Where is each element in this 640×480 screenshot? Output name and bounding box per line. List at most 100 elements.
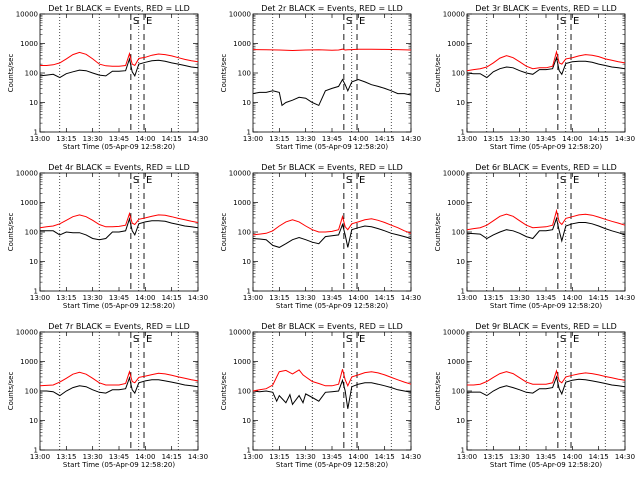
events-series-line	[466, 375, 626, 397]
detector-panel: Det 1r BLACK = Events, RED = LLD 1 10 100 10…	[7, 4, 208, 151]
x-tick-label: 14:15	[162, 294, 182, 302]
y-tick-label: 10000	[16, 11, 38, 19]
marker-label: S	[560, 175, 566, 186]
y-tick-label: 10	[29, 417, 38, 425]
x-tick-label: 13:00	[457, 294, 477, 302]
y-axis-label: Counts/sec	[7, 213, 15, 252]
panel-title: Det 8r BLACK = Events, RED = LLD	[261, 322, 403, 331]
marker-label: S	[133, 175, 139, 186]
panel-title: Det 2r BLACK = Events, RED = LLD	[261, 4, 403, 13]
y-tick-label: 100	[452, 229, 465, 237]
x-tick-label: 14:15	[375, 135, 395, 143]
x-tick-label: 13:15	[483, 453, 503, 461]
y-tick-label: 10	[29, 258, 38, 266]
x-tick-label: 14:30	[615, 135, 635, 143]
y-axis-label: Counts/sec	[434, 213, 442, 252]
x-tick-label: 13:30	[296, 135, 316, 143]
x-tick-label: 14:15	[375, 453, 395, 461]
y-tick-label: 100	[238, 70, 251, 78]
y-tick-label: 10	[456, 99, 465, 107]
y-tick-label: 1000	[233, 358, 251, 366]
y-tick-label: 10000	[443, 170, 465, 178]
y-tick-label: 100	[452, 388, 465, 396]
detector-panel: Det 9r BLACK = Events, RED = LLD 1 10 100 10…	[434, 322, 635, 469]
y-tick-label: 100	[452, 70, 465, 78]
x-tick-label: 13:15	[269, 294, 289, 302]
x-axis-label: Start Time (05-Apr-09 12:58:20)	[276, 143, 388, 151]
x-tick-label: 14:30	[401, 453, 421, 461]
marker-label: E	[573, 175, 579, 186]
detector-panel: Det 2r BLACK = Events, RED = LLD 1 10 100 10…	[220, 4, 421, 151]
y-tick-label: 100	[238, 229, 251, 237]
lld-series-line	[39, 369, 199, 387]
x-tick-label: 13:00	[243, 294, 263, 302]
y-tick-label: 10000	[443, 329, 465, 337]
marker-label: S	[346, 334, 352, 345]
x-tick-label: 14:15	[162, 453, 182, 461]
lld-series-line	[39, 211, 199, 229]
x-axis-label: Start Time (05-Apr-09 12:58:20)	[490, 461, 602, 469]
y-tick-label: 1000	[20, 199, 38, 207]
x-tick-label: 14:30	[615, 453, 635, 461]
lld-series-line	[466, 49, 626, 72]
y-tick-label: 1	[247, 447, 251, 455]
y-tick-label: 1000	[447, 199, 465, 207]
y-tick-label: 10	[29, 99, 38, 107]
x-tick-label: 13:45	[109, 453, 129, 461]
x-tick-label: 13:15	[56, 135, 76, 143]
x-tick-label: 13:45	[109, 135, 129, 143]
marker-label: S	[346, 16, 352, 27]
x-tick-label: 13:15	[269, 453, 289, 461]
y-tick-label: 10	[242, 99, 251, 107]
x-axis-label: Start Time (05-Apr-09 12:58:20)	[63, 143, 175, 151]
y-tick-label: 1	[34, 447, 38, 455]
x-tick-label: 14:00	[135, 294, 155, 302]
plot-frame	[252, 13, 412, 133]
y-axis-label: Counts/sec	[220, 213, 228, 252]
x-tick-label: 13:30	[510, 453, 530, 461]
marker-label: E	[146, 16, 152, 27]
plot-frame	[39, 331, 199, 451]
marker-label: E	[146, 175, 152, 186]
y-tick-label: 10000	[229, 329, 251, 337]
y-axis-label: Counts/sec	[434, 372, 442, 411]
panel-title: Det 4r BLACK = Events, RED = LLD	[48, 163, 190, 172]
x-tick-label: 14:15	[375, 294, 395, 302]
events-series-line	[39, 56, 199, 79]
plot-frame	[466, 331, 626, 451]
x-tick-label: 13:30	[83, 294, 103, 302]
x-tick-label: 13:30	[510, 294, 530, 302]
x-tick-label: 14:30	[188, 135, 208, 143]
x-tick-label: 13:45	[322, 453, 342, 461]
marker-label: S	[133, 16, 139, 27]
x-tick-label: 14:00	[348, 453, 368, 461]
y-tick-label: 1000	[447, 358, 465, 366]
lld-series-line	[252, 369, 412, 392]
lld-series-line	[252, 48, 412, 52]
x-tick-label: 13:00	[243, 453, 263, 461]
x-tick-label: 13:30	[296, 453, 316, 461]
events-series-line	[466, 55, 626, 79]
x-tick-label: 13:30	[83, 453, 103, 461]
y-tick-label: 1000	[233, 199, 251, 207]
x-tick-label: 14:00	[348, 294, 368, 302]
x-tick-label: 14:15	[589, 294, 609, 302]
x-tick-label: 14:00	[562, 135, 582, 143]
x-tick-label: 14:00	[135, 453, 155, 461]
x-tick-label: 14:15	[162, 135, 182, 143]
marker-label: E	[573, 334, 579, 345]
detector-panel: Det 5r BLACK = Events, RED = LLD 1 10 100 10…	[220, 163, 421, 310]
panel-title: Det 5r BLACK = Events, RED = LLD	[261, 163, 403, 172]
y-tick-label: 1	[461, 447, 465, 455]
plot-frame	[39, 13, 199, 133]
marker-label: E	[146, 334, 152, 345]
y-tick-label: 1	[247, 288, 251, 296]
y-tick-label: 10000	[443, 11, 465, 19]
y-tick-label: 10	[242, 258, 251, 266]
y-axis-label: Counts/sec	[220, 372, 228, 411]
x-tick-label: 13:00	[457, 135, 477, 143]
marker-label: S	[560, 334, 566, 345]
lld-series-line	[252, 214, 412, 236]
x-tick-label: 14:00	[562, 294, 582, 302]
